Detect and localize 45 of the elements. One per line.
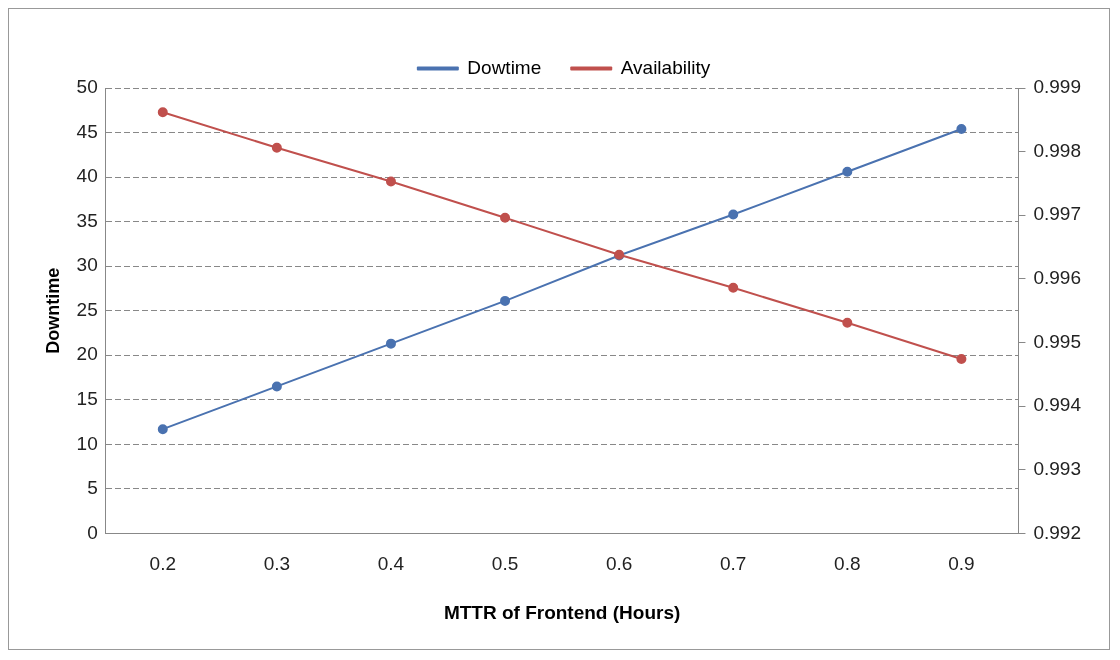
y-tick-label: 10 <box>76 432 98 454</box>
y-tick-label: 20 <box>76 343 98 365</box>
y2-tick-label: 0.992 <box>1033 521 1081 543</box>
legend-label: Dowtime <box>467 56 542 78</box>
point <box>500 295 511 306</box>
x-tick-label: 0.3 <box>263 553 291 575</box>
x-tick-label: 0.8 <box>834 553 861 575</box>
point <box>271 142 282 153</box>
x-axis-title: MTTR of Frontend (Hours) <box>443 601 681 623</box>
point <box>728 282 739 293</box>
y-tick-label: 45 <box>76 120 98 142</box>
point <box>271 381 282 392</box>
y-tick-label: 35 <box>76 209 98 231</box>
y-tick-label: 0 <box>87 521 98 543</box>
x-tick-label: 0.5 <box>491 553 519 575</box>
y-tick-label: 40 <box>76 165 98 187</box>
y-tick-label: 5 <box>87 477 98 499</box>
y2-tick-label: 0.994 <box>1033 394 1082 416</box>
y2-tick-label: 0.995 <box>1033 330 1081 352</box>
point <box>956 354 967 365</box>
legend-label: Availability <box>620 56 711 78</box>
x-tick-label: 0.7 <box>720 553 747 575</box>
point <box>157 424 168 435</box>
y2-tick-label: 0.996 <box>1033 267 1081 289</box>
y2-tick-label: 0.999 <box>1033 76 1081 98</box>
point <box>842 317 853 328</box>
y-tick-label: 15 <box>76 388 98 410</box>
y2-tick-label: 0.993 <box>1033 458 1081 480</box>
y2-tick-label: 0.997 <box>1033 203 1081 225</box>
y-tick-label: 25 <box>76 298 98 320</box>
point <box>842 166 853 177</box>
x-tick-label: 0.9 <box>948 553 975 575</box>
y-tick-label: 30 <box>76 254 98 276</box>
point <box>956 123 967 134</box>
y2-tick-label: 0.998 <box>1033 139 1081 161</box>
y-tick-label: 50 <box>76 76 98 98</box>
point <box>728 209 739 220</box>
y-axis-title: Downtime <box>42 267 63 354</box>
point <box>500 212 511 223</box>
point <box>385 338 396 349</box>
point <box>385 176 396 187</box>
point <box>157 107 168 118</box>
x-tick-label: 0.4 <box>377 553 405 575</box>
x-tick-label: 0.6 <box>605 553 633 575</box>
x-tick-label: 0.2 <box>149 553 176 575</box>
